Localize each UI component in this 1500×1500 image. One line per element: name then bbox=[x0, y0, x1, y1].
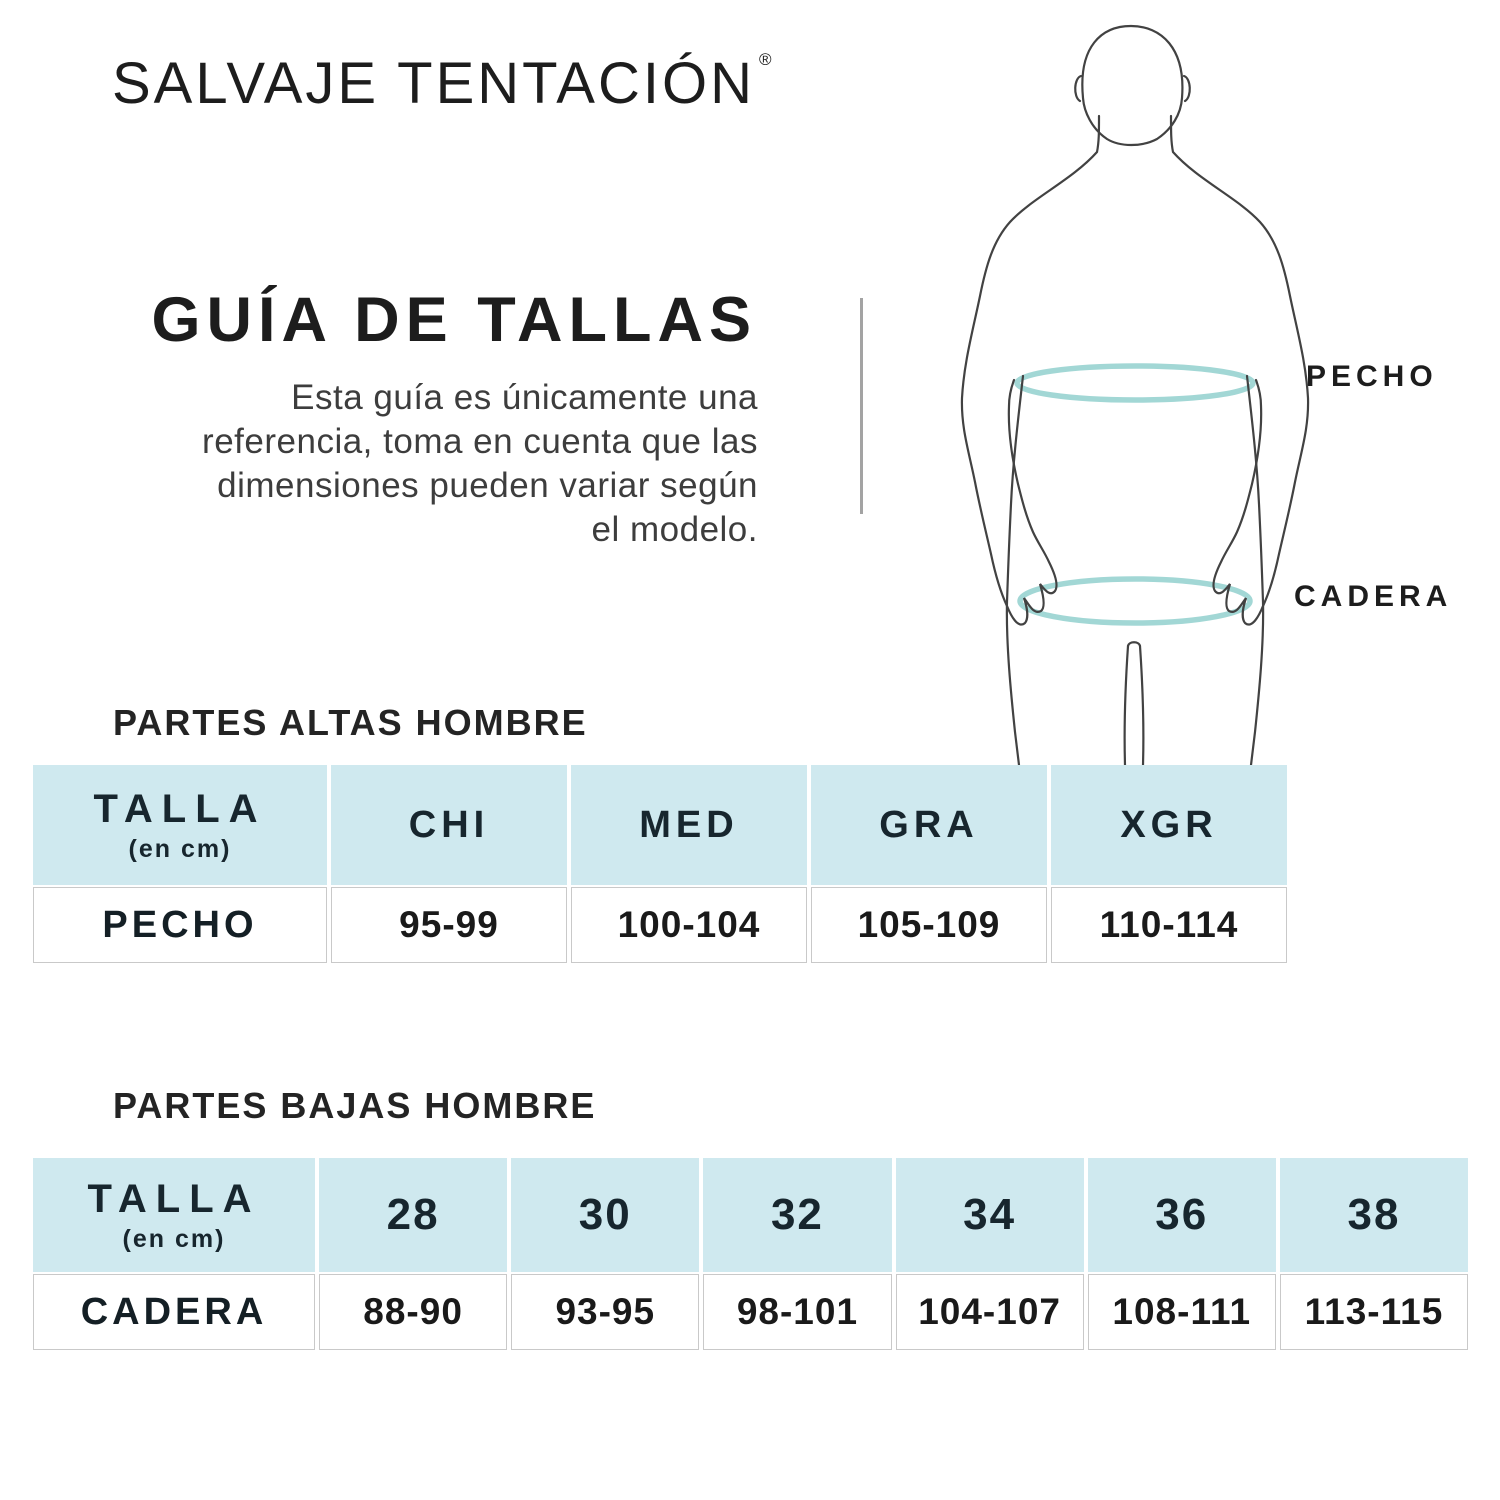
measure-value-cell: 108-111 bbox=[1087, 1274, 1276, 1350]
measure-lines bbox=[1014, 363, 1256, 626]
hip-measure-line bbox=[1017, 576, 1253, 626]
measure-value-cell: 113-115 bbox=[1279, 1274, 1469, 1350]
brand-name: SALVAJE TENTACIÓN bbox=[112, 51, 755, 116]
lower-body-section-title: PARTES BAJAS HOMBRE bbox=[113, 1085, 597, 1126]
measure-value-cell: 104-107 bbox=[895, 1274, 1084, 1350]
unit-label: (en cm) bbox=[122, 1224, 226, 1253]
measure-value-cell: 100-104 bbox=[571, 887, 807, 963]
size-column-header: CHI bbox=[331, 765, 567, 885]
size-column-header: 32 bbox=[703, 1158, 892, 1272]
page-title: GUÍA DE TALLAS bbox=[151, 285, 757, 355]
brand-logo: SALVAJE TENTACIÓN ® bbox=[112, 50, 771, 117]
measure-value-cell: 110-114 bbox=[1051, 887, 1287, 963]
registered-mark-icon: ® bbox=[758, 50, 772, 69]
intro-description: Esta guía es únicamente una referencia, … bbox=[202, 378, 758, 549]
size-column-header: 34 bbox=[895, 1158, 1084, 1272]
lower-body-size-table: TALLA (en cm) 28 30 32 34 36 38 CADERA 8… bbox=[33, 1158, 1469, 1350]
table-header-row: TALLA (en cm) CHI MED GRA XGR bbox=[33, 765, 1287, 885]
chest-measure-line bbox=[1014, 363, 1256, 403]
unit-label: (en cm) bbox=[128, 834, 232, 863]
measure-value-cell: 105-109 bbox=[811, 887, 1047, 963]
vertical-divider bbox=[860, 298, 863, 514]
measure-row-label: CADERA bbox=[33, 1274, 315, 1350]
size-column-header: 36 bbox=[1087, 1158, 1276, 1272]
measure-value-cell: 88-90 bbox=[319, 1274, 508, 1350]
hip-label: CADERA bbox=[1294, 580, 1453, 613]
upper-body-section-title: PARTES ALTAS HOMBRE bbox=[113, 702, 588, 743]
table-row: CADERA 88-90 93-95 98-101 104-107 108-11… bbox=[33, 1274, 1469, 1350]
size-column-header: XGR bbox=[1051, 765, 1287, 885]
upper-body-size-table: TALLA (en cm) CHI MED GRA XGR PECHO 95-9… bbox=[33, 765, 1287, 963]
talla-label: TALLA bbox=[93, 786, 267, 831]
table-header-row: TALLA (en cm) 28 30 32 34 36 38 bbox=[33, 1158, 1469, 1272]
body-lines bbox=[960, 24, 1310, 765]
male-body-outline bbox=[960, 24, 1310, 765]
table-row: PECHO 95-99 100-104 105-109 110-114 bbox=[33, 887, 1287, 963]
size-column-header: 30 bbox=[511, 1158, 700, 1272]
measure-row-label: PECHO bbox=[33, 887, 327, 963]
size-column-header: 28 bbox=[319, 1158, 508, 1272]
size-column-header: 38 bbox=[1279, 1158, 1469, 1272]
measure-value-cell: 93-95 bbox=[511, 1274, 700, 1350]
size-header-cell: TALLA (en cm) bbox=[33, 765, 327, 885]
size-header-cell: TALLA (en cm) bbox=[33, 1158, 315, 1272]
measure-value-cell: 95-99 bbox=[331, 887, 567, 963]
size-column-header: GRA bbox=[811, 765, 1047, 885]
chest-label: PECHO bbox=[1306, 360, 1438, 393]
measure-value-cell: 98-101 bbox=[703, 1274, 892, 1350]
size-column-header: MED bbox=[571, 765, 807, 885]
talla-label: TALLA bbox=[87, 1176, 261, 1221]
